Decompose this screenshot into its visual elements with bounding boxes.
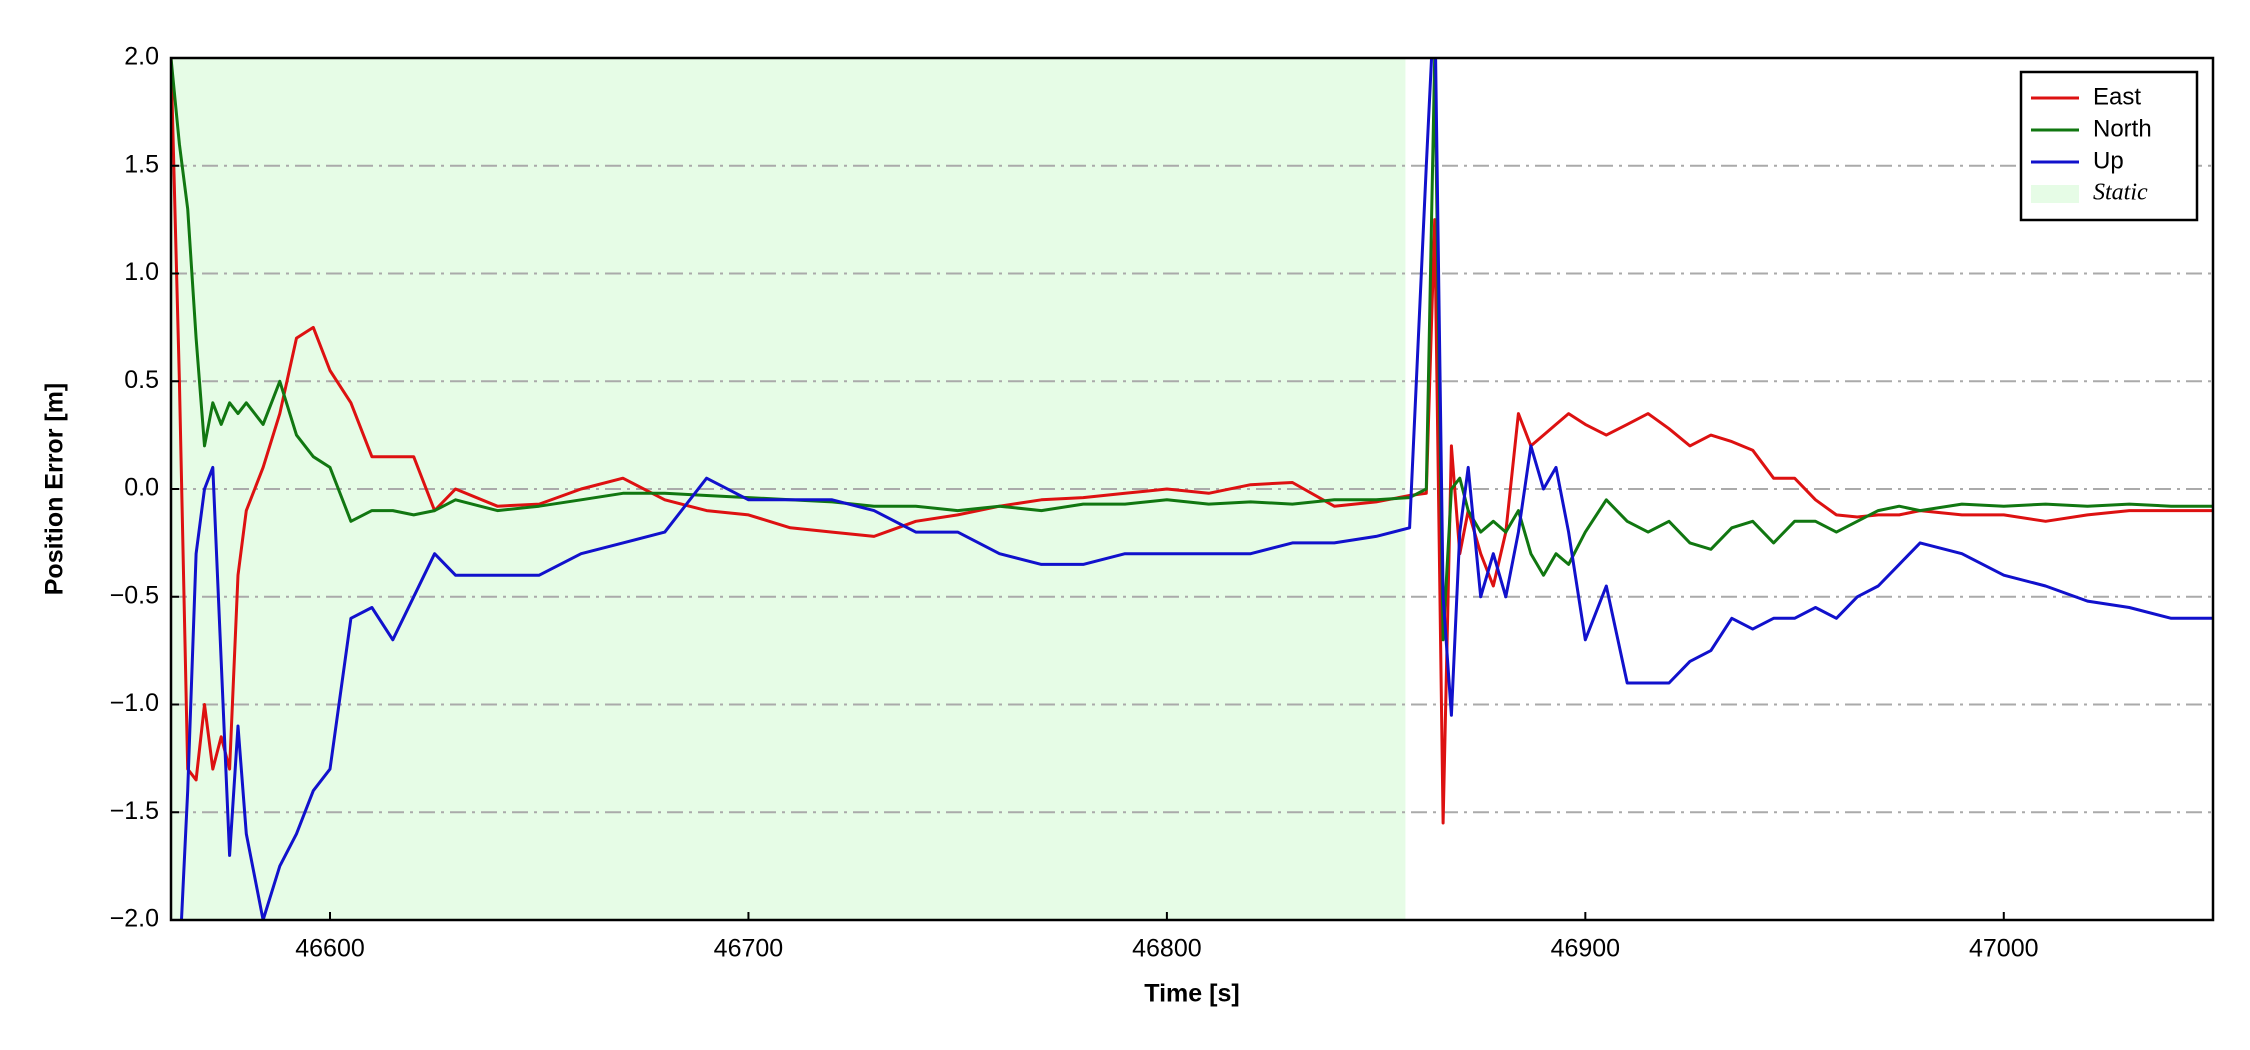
legend-swatch	[2031, 185, 2079, 203]
y-tick-label: 0.0	[124, 474, 159, 502]
y-tick-label: −0.5	[110, 581, 159, 609]
legend-label: East	[2093, 83, 2141, 110]
y-tick-label: −2.0	[110, 905, 159, 933]
y-tick-label: 1.5	[124, 150, 159, 178]
x-tick-label: 46700	[714, 935, 784, 963]
line-layer	[171, 58, 2213, 920]
legend-label: Static	[2093, 180, 2148, 206]
legend-label: North	[2093, 115, 2152, 142]
series-line	[179, 58, 2213, 920]
y-tick-label: 2.0	[124, 43, 159, 71]
tick-layer: −2.0 −1.5 −1.0 −0.5 0.0 0.5 1.0 1.5 2.0 46600 4670…	[110, 43, 2039, 963]
legend: East North Up Static	[2019, 70, 2199, 222]
x-tick-label: 46600	[295, 935, 365, 963]
x-tick-label: 46900	[1551, 935, 1621, 963]
y-axis-title: Position Error [m]	[41, 383, 69, 596]
static-span	[171, 58, 1406, 920]
x-tick-label: 46800	[1132, 935, 1202, 963]
y-tick-label: −1.0	[110, 689, 159, 717]
y-tick-label: −1.5	[110, 797, 159, 825]
legend-label: Up	[2093, 147, 2124, 174]
x-axis-title: Time [s]	[1144, 980, 1239, 1008]
x-tick-label: 47000	[1969, 935, 2039, 963]
shade-layer	[171, 58, 1406, 920]
y-tick-label: 1.0	[124, 258, 159, 286]
series-line	[171, 58, 2213, 642]
series-line	[171, 58, 2213, 825]
y-tick-label: 0.5	[124, 366, 159, 394]
